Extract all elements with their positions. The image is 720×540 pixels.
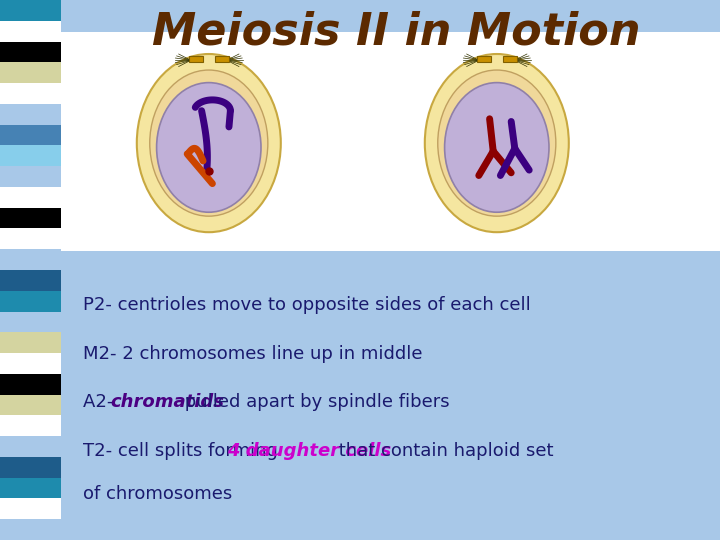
Bar — [189, 56, 203, 63]
Ellipse shape — [425, 54, 569, 232]
Text: that contain haploid set: that contain haploid set — [333, 442, 554, 460]
Ellipse shape — [137, 54, 281, 232]
Ellipse shape — [444, 83, 549, 212]
Text: 4 daughter cells: 4 daughter cells — [227, 442, 391, 460]
Bar — [0, 228, 61, 249]
Bar — [0, 145, 61, 166]
Bar — [0, 62, 61, 83]
Bar — [0, 270, 61, 291]
Bar — [0, 478, 61, 498]
Bar — [0, 291, 61, 312]
Bar — [0, 519, 61, 540]
Text: T2- cell splits forming: T2- cell splits forming — [83, 442, 284, 460]
Bar — [0, 187, 61, 208]
Bar — [477, 56, 491, 63]
Bar — [0, 374, 61, 395]
Bar — [0, 312, 61, 332]
Bar — [0, 498, 61, 519]
Ellipse shape — [150, 70, 268, 216]
Bar — [0, 83, 61, 104]
Bar — [0, 166, 61, 187]
Text: Meiosis II in Motion: Meiosis II in Motion — [152, 11, 640, 54]
Bar — [0, 457, 61, 478]
Bar — [0, 436, 61, 457]
Bar — [0, 395, 61, 415]
Bar — [215, 56, 229, 63]
Bar — [0, 0, 61, 21]
Bar — [0, 104, 61, 125]
Text: of chromosomes: of chromosomes — [83, 485, 232, 503]
Bar — [0, 208, 61, 228]
Bar — [61, 32, 720, 251]
Bar — [0, 353, 61, 374]
Bar — [0, 42, 61, 62]
Text: chromatids: chromatids — [110, 393, 224, 411]
Text: A2-: A2- — [83, 393, 119, 411]
Ellipse shape — [438, 70, 556, 216]
Bar — [503, 56, 517, 63]
Text: pulled apart by spindle fibers: pulled apart by spindle fibers — [179, 393, 449, 411]
Bar — [61, 251, 720, 540]
Ellipse shape — [157, 83, 261, 212]
Bar — [0, 125, 61, 145]
Bar — [0, 332, 61, 353]
Bar — [0, 21, 61, 42]
Text: M2- 2 chromosomes line up in middle: M2- 2 chromosomes line up in middle — [83, 345, 423, 363]
Text: P2- centrioles move to opposite sides of each cell: P2- centrioles move to opposite sides of… — [83, 296, 531, 314]
Bar — [0, 249, 61, 270]
Bar — [0, 415, 61, 436]
